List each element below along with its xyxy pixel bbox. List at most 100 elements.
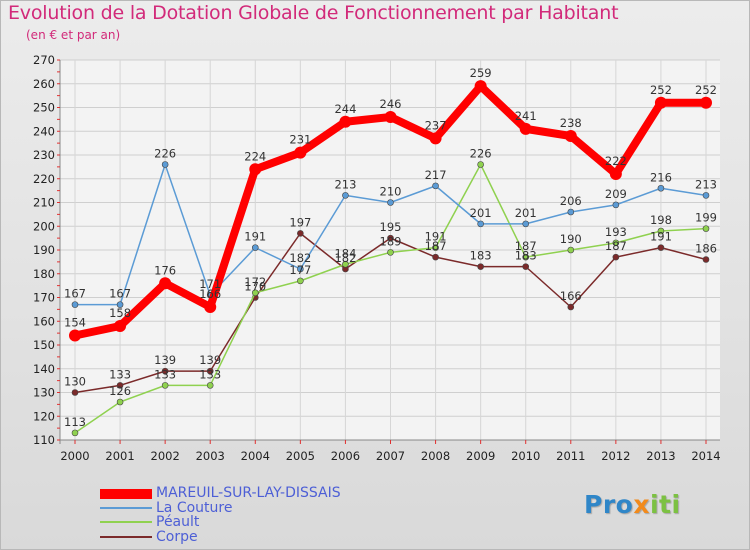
data-point-mareuil bbox=[609, 168, 622, 180]
data-point-corpe bbox=[612, 253, 620, 261]
data-point-peault bbox=[657, 227, 665, 235]
legend-label-corpe: Corpe bbox=[156, 528, 198, 545]
data-point-peault bbox=[477, 161, 484, 168]
data-point-corpe bbox=[116, 382, 124, 389]
x-tick-label: 2006 bbox=[331, 449, 360, 463]
data-label-peault: 190 bbox=[560, 232, 582, 246]
data-label-la-couture: 201 bbox=[470, 206, 492, 220]
data-point-peault bbox=[612, 239, 620, 247]
data-label-peault: 226 bbox=[470, 147, 492, 161]
logo-part-iti: iti bbox=[649, 490, 681, 519]
data-point-corpe bbox=[387, 234, 394, 242]
data-label-peault: 133 bbox=[199, 367, 221, 381]
data-point-peault bbox=[387, 249, 394, 256]
data-point-peault bbox=[116, 398, 124, 406]
data-point-peault bbox=[522, 253, 530, 261]
y-tick-label: 240 bbox=[33, 124, 55, 138]
x-tick-label: 2003 bbox=[196, 449, 225, 463]
data-point-la-couture bbox=[251, 244, 259, 251]
data-label-mareuil: 222 bbox=[605, 154, 627, 168]
data-point-la-couture bbox=[477, 220, 484, 228]
data-label-mareuil: 237 bbox=[425, 118, 447, 132]
data-label-peault: 198 bbox=[650, 213, 672, 227]
data-label-corpe: 166 bbox=[560, 289, 582, 303]
data-point-mareuil bbox=[384, 111, 397, 123]
y-tick-label: 250 bbox=[33, 101, 55, 115]
data-label-corpe: 186 bbox=[695, 242, 717, 256]
legend-label-la-couture: La Couture bbox=[156, 499, 233, 516]
data-label-corpe: 139 bbox=[154, 353, 176, 367]
data-label-mareuil: 238 bbox=[560, 116, 582, 130]
data-point-peault bbox=[71, 429, 79, 437]
data-label-corpe: 187 bbox=[605, 239, 627, 253]
y-tick-label: 220 bbox=[33, 172, 55, 186]
data-label-la-couture: 209 bbox=[605, 187, 627, 201]
legend-swatch-mareuil bbox=[100, 489, 152, 499]
y-tick-label: 200 bbox=[33, 219, 55, 233]
data-point-la-couture bbox=[161, 161, 169, 168]
data-label-peault: 199 bbox=[695, 211, 717, 225]
y-tick-label: 120 bbox=[33, 409, 55, 423]
x-tick-label: 2011 bbox=[556, 449, 585, 463]
data-point-la-couture bbox=[387, 199, 394, 206]
data-label-la-couture: 210 bbox=[380, 185, 402, 199]
data-label-corpe: 182 bbox=[334, 251, 356, 265]
data-label-la-couture: 226 bbox=[154, 147, 176, 161]
x-tick-label: 2013 bbox=[646, 449, 675, 463]
data-point-peault bbox=[206, 382, 214, 389]
data-label-peault: 113 bbox=[64, 415, 86, 429]
data-label-mareuil: 154 bbox=[64, 316, 86, 330]
data-point-mareuil bbox=[519, 122, 532, 135]
data-point-peault bbox=[161, 382, 169, 389]
data-point-mareuil bbox=[294, 146, 307, 159]
legend-swatch-corpe bbox=[100, 535, 152, 538]
data-label-mareuil: 166 bbox=[199, 287, 221, 301]
data-label-corpe: 183 bbox=[470, 249, 492, 263]
data-point-la-couture bbox=[567, 208, 575, 216]
data-label-la-couture: 206 bbox=[560, 194, 582, 208]
data-point-corpe bbox=[567, 303, 575, 311]
logo-part-pro: Pro bbox=[584, 490, 634, 519]
y-tick-label: 140 bbox=[33, 362, 55, 376]
x-tick-label: 2004 bbox=[241, 449, 270, 463]
data-label-corpe: 130 bbox=[64, 375, 86, 389]
data-point-peault bbox=[702, 225, 710, 232]
data-point-mareuil bbox=[204, 301, 217, 313]
y-tick-label: 260 bbox=[33, 77, 55, 91]
data-point-corpe bbox=[71, 389, 79, 396]
data-point-la-couture bbox=[702, 192, 710, 199]
x-tick-label: 2000 bbox=[60, 449, 89, 463]
x-tick-label: 2001 bbox=[105, 449, 134, 463]
data-point-corpe bbox=[161, 367, 169, 375]
y-tick-label: 130 bbox=[33, 386, 55, 400]
data-label-mareuil: 259 bbox=[470, 66, 492, 80]
y-tick-label: 170 bbox=[33, 291, 55, 305]
data-point-mareuil bbox=[564, 130, 577, 142]
data-point-peault bbox=[342, 260, 349, 268]
data-label-corpe: 197 bbox=[289, 215, 311, 229]
data-point-corpe bbox=[477, 263, 484, 270]
data-label-peault: 189 bbox=[380, 234, 402, 248]
data-point-corpe bbox=[657, 244, 665, 251]
data-label-la-couture: 213 bbox=[695, 177, 717, 191]
data-point-corpe bbox=[206, 367, 214, 375]
x-tick-label: 2002 bbox=[151, 449, 180, 463]
y-tick-label: 230 bbox=[33, 148, 55, 162]
proxiti-logo: Proxiti bbox=[584, 490, 681, 519]
data-point-la-couture bbox=[432, 182, 439, 190]
y-tick-label: 190 bbox=[33, 243, 55, 257]
data-point-mareuil bbox=[474, 80, 487, 93]
data-label-mareuil: 241 bbox=[515, 109, 537, 123]
data-point-mareuil bbox=[339, 115, 352, 128]
data-label-peault: 193 bbox=[605, 225, 627, 239]
data-point-la-couture bbox=[522, 220, 530, 228]
data-label-corpe: 133 bbox=[109, 367, 131, 381]
x-tick-label: 2005 bbox=[286, 449, 315, 463]
data-label-corpe: 195 bbox=[380, 220, 402, 234]
y-tick-label: 150 bbox=[33, 338, 55, 352]
data-point-mareuil bbox=[114, 320, 127, 332]
data-point-la-couture bbox=[71, 301, 79, 308]
data-label-la-couture: 213 bbox=[334, 177, 356, 191]
data-point-corpe bbox=[702, 256, 710, 263]
data-label-peault: 187 bbox=[515, 239, 537, 253]
